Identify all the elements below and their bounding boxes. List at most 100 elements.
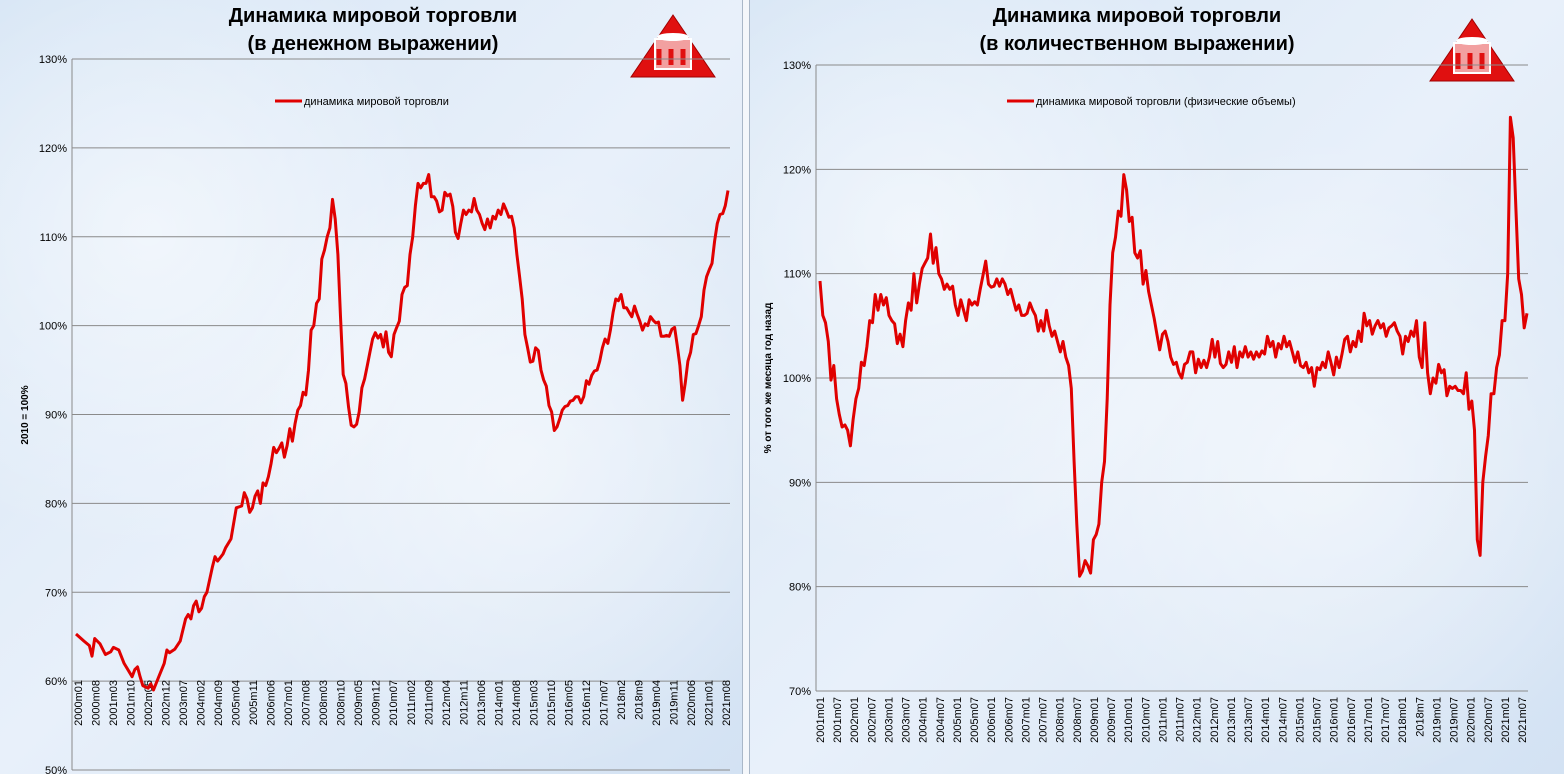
left-xtick-label: 2002m12 (161, 680, 173, 726)
right-xtick-label: 2014m07 (1277, 697, 1289, 743)
left-ytick-label: 60% (45, 676, 67, 688)
right-xtick-label: 2004m01 (918, 697, 930, 743)
left-xtick-label: 2002m05 (143, 680, 155, 726)
chart-left-legend-label: динамика мировой торговли (304, 96, 449, 108)
left-xtick-label: 2021m01 (703, 680, 715, 726)
right-ytick-label: 80% (789, 582, 811, 594)
left-xtick-label: 2003m07 (178, 680, 190, 726)
left-xtick-label: 2000m01 (73, 680, 85, 726)
left-xtick-label: 2007m01 (283, 680, 295, 726)
right-xtick-label: 2017m07 (1380, 697, 1392, 743)
chart-right-svg: Динамика мировой торговли (в количествен… (763, 5, 1529, 743)
right-xtick-label: 2013m07 (1243, 697, 1255, 743)
right-ytick-label: 120% (783, 164, 811, 176)
left-xtick-label: 2016m12 (581, 680, 593, 726)
right-ytick-label: 100% (783, 373, 811, 385)
chart-right-panel: Динамика мировой торговли (в количествен… (750, 0, 1564, 774)
left-ytick-label: 50% (45, 765, 67, 774)
right-ytick-label: 90% (789, 477, 811, 489)
left-xtick-label: 2017m07 (598, 680, 610, 726)
left-ytick-label: 110% (40, 232, 68, 244)
left-xtick-label: 2019m11 (668, 680, 680, 725)
logo-icon (1429, 18, 1515, 82)
left-ytick-label: 130% (39, 54, 67, 66)
left-xtick-label: 2013m06 (476, 680, 488, 726)
left-xtick-label: 2001m03 (108, 680, 120, 726)
right-xtick-label: 2015m01 (1294, 697, 1306, 743)
right-xtick-label: 2010m01 (1123, 697, 1135, 743)
right-xtick-label: 2019m07 (1449, 697, 1461, 743)
right-xtick-label: 2001m07 (832, 697, 844, 743)
left-ytick-label: 120% (39, 143, 67, 155)
left-xtick-label: 2011m02 (406, 680, 418, 725)
panel-divider (742, 0, 750, 774)
right-xtick-label: 2021m01 (1500, 697, 1512, 743)
left-xtick-label: 2009m05 (353, 680, 365, 726)
left-xtick-label: 2021m08 (721, 680, 733, 726)
right-xtick-label: 2018m01 (1397, 697, 1409, 743)
left-xtick-label: 2004m09 (213, 680, 225, 726)
left-xtick-label: 2009m12 (371, 680, 383, 726)
left-xtick-label: 2019m04 (651, 680, 663, 726)
chart-left-ylabel: 2010 = 100% (20, 385, 31, 444)
left-xtick-label: 2015m10 (546, 680, 558, 726)
right-xtick-label: 2012m07 (1209, 697, 1221, 743)
left-ytick-label: 70% (45, 587, 67, 599)
left-xtick-label: 2015m03 (528, 680, 540, 726)
left-xtick-label: 2010m07 (388, 680, 400, 726)
right-xtick-label: 2009m01 (1089, 697, 1101, 743)
chart-left-title-line2: (в денежном выражении) (248, 33, 499, 55)
right-xtick-label: 2012m01 (1192, 697, 1204, 743)
left-xtick-label: 2020m06 (686, 680, 698, 726)
left-xtick-label: 2007m08 (301, 680, 313, 726)
chart-right-legend-label: динамика мировой торговли (физические об… (1036, 96, 1296, 108)
right-ytick-label: 110% (784, 269, 812, 281)
left-xtick-label: 2006m06 (266, 680, 278, 726)
right-xtick-label: 2019m01 (1431, 697, 1443, 743)
right-xtick-label: 2011m01 (1157, 697, 1169, 742)
logo-icon (630, 14, 716, 78)
right-xtick-label: 2007m01 (1020, 697, 1032, 743)
right-xtick-label: 2008m01 (1055, 697, 1067, 743)
left-ytick-label: 100% (39, 321, 67, 333)
chart-left-panel: Динамика мировой торговли (в денежном вы… (0, 0, 742, 774)
left-xtick-label: 2014m08 (511, 680, 523, 726)
left-xtick-label: 2004m02 (196, 680, 208, 726)
right-xtick-label: 2018m7 (1414, 697, 1426, 737)
left-xtick-label: 2008m03 (318, 680, 330, 726)
left-xtick-label: 2018m2 (616, 680, 628, 720)
left-xtick-label: 2018m9 (633, 680, 645, 720)
right-xtick-label: 2003m01 (883, 697, 895, 743)
chart-right-legend: динамика мировой торговли (физические об… (1007, 96, 1296, 108)
right-xtick-label: 2005m01 (952, 697, 964, 743)
right-xtick-label: 2014m01 (1260, 697, 1272, 743)
right-xtick-label: 2010m07 (1140, 697, 1152, 743)
chart-right-ylabel: % от того же месяца год назад (763, 302, 774, 453)
right-xtick-label: 2013m01 (1226, 697, 1238, 743)
right-xtick-label: 2021m07 (1517, 697, 1529, 743)
right-xtick-label: 2001m01 (815, 697, 827, 743)
right-ytick-label: 130% (783, 60, 811, 72)
right-xtick-label: 2009m07 (1106, 697, 1118, 743)
left-xtick-label: 2011m09 (423, 680, 435, 725)
left-xtick-label: 2012m11 (458, 680, 470, 725)
right-xtick-label: 2002m01 (849, 697, 861, 743)
right-xtick-label: 2006m07 (1003, 697, 1015, 743)
right-xtick-label: 2008m07 (1072, 697, 1084, 743)
right-xtick-label: 2016m01 (1329, 697, 1341, 743)
right-xtick-label: 2016m07 (1346, 697, 1358, 743)
right-xtick-label: 2015m07 (1312, 697, 1324, 743)
left-xtick-label: 2014m01 (493, 680, 505, 726)
chart-right-title-line2: (в количественном выражении) (979, 33, 1294, 55)
right-xtick-label: 2011m07 (1175, 697, 1187, 742)
left-ytick-label: 90% (45, 410, 67, 422)
left-xtick-label: 2016m05 (563, 680, 575, 726)
left-xtick-label: 2000m08 (91, 680, 103, 726)
chart-left-svg: Динамика мировой торговли (в денежном вы… (20, 5, 733, 774)
left-xtick-label: 2005m04 (231, 680, 243, 726)
left-xtick-label: 2012m04 (441, 680, 453, 726)
right-xtick-label: 2005m07 (969, 697, 981, 743)
left-xtick-label: 2008m10 (336, 680, 348, 726)
right-xtick-label: 2002m07 (866, 697, 878, 743)
chart-right-title-line1: Динамика мировой торговли (993, 5, 1281, 27)
